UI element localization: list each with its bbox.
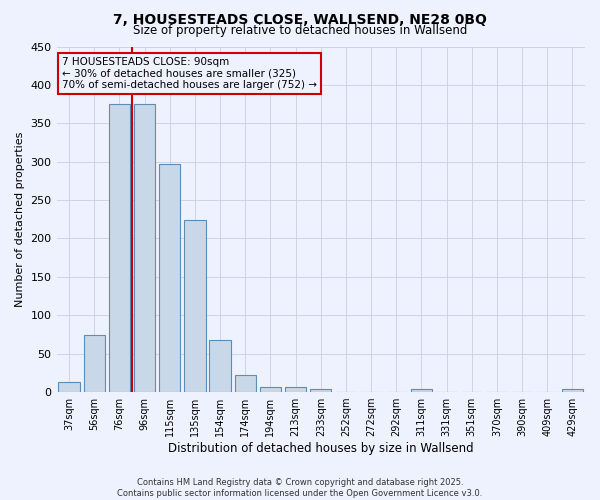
Bar — [83, 336, 105, 392]
Bar — [411, 389, 432, 392]
Bar — [285, 388, 307, 392]
Bar — [109, 104, 130, 392]
Bar — [310, 389, 331, 392]
X-axis label: Distribution of detached houses by size in Wallsend: Distribution of detached houses by size … — [168, 442, 473, 455]
Text: Contains HM Land Registry data © Crown copyright and database right 2025.
Contai: Contains HM Land Registry data © Crown c… — [118, 478, 482, 498]
Text: Size of property relative to detached houses in Wallsend: Size of property relative to detached ho… — [133, 24, 467, 37]
Text: 7 HOUSESTEADS CLOSE: 90sqm
← 30% of detached houses are smaller (325)
70% of sem: 7 HOUSESTEADS CLOSE: 90sqm ← 30% of deta… — [62, 57, 317, 90]
Y-axis label: Number of detached properties: Number of detached properties — [15, 132, 25, 307]
Text: 7, HOUSESTEADS CLOSE, WALLSEND, NE28 0BQ: 7, HOUSESTEADS CLOSE, WALLSEND, NE28 0BQ — [113, 12, 487, 26]
Bar — [235, 375, 256, 392]
Bar — [209, 340, 231, 392]
Bar — [562, 389, 583, 392]
Bar — [159, 164, 181, 392]
Bar — [184, 220, 206, 392]
Bar — [58, 382, 80, 392]
Bar — [260, 386, 281, 392]
Bar — [134, 104, 155, 392]
